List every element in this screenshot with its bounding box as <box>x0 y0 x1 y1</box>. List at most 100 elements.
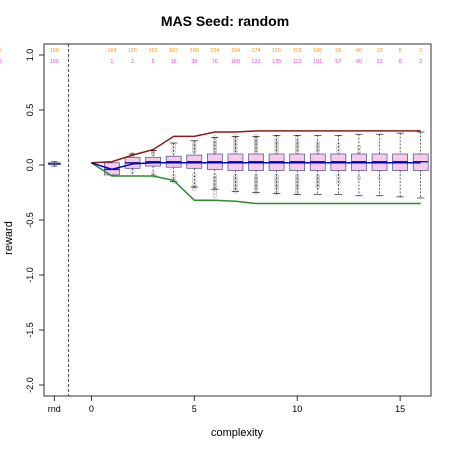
outlier-14-0 <box>377 176 382 181</box>
outlier-7-5 <box>233 138 238 143</box>
x-tick-label-2: 10 <box>292 404 302 414</box>
series-lines <box>90 130 421 205</box>
outlier-10-4 <box>295 140 300 146</box>
count-violet-3: 5 <box>152 59 155 65</box>
count-violet-1: 1 <box>110 59 113 65</box>
outlier-10-8 <box>295 176 300 181</box>
y-tick-label-6: 1.0 <box>25 49 35 62</box>
outlier-5-0 <box>192 149 197 154</box>
series-line-2 <box>91 162 421 171</box>
count-orange-4: 167 <box>169 48 178 54</box>
count-violet-13: 40 <box>356 59 362 65</box>
x-tick-label-3: 15 <box>395 404 405 414</box>
outlier-6-1 <box>212 147 217 152</box>
boxplots <box>47 131 429 199</box>
x-axis-title: complexity <box>211 427 263 439</box>
count-orange-17: 1 <box>0 48 2 54</box>
outlier-5-10 <box>192 187 197 192</box>
count-orange-11: 106 <box>313 48 322 54</box>
count-orange-8: 174 <box>251 48 260 54</box>
count-orange-16: 2 <box>419 48 422 54</box>
y-tick-label-1: -1.5 <box>25 322 35 338</box>
count-orange-9: 155 <box>272 48 281 54</box>
boxplot-random <box>47 161 61 167</box>
count-violet-12: 57 <box>335 59 341 65</box>
x-tick-label-random: rnd <box>48 404 61 414</box>
boxplot-5 <box>186 140 203 188</box>
series-line-0 <box>91 130 421 164</box>
outlier-7-2 <box>233 145 238 150</box>
count-violet-14: 23 <box>376 59 382 65</box>
count-violet-11: 101 <box>313 59 322 65</box>
outlier-7-0 <box>233 149 238 154</box>
count-orange-2: 165 <box>128 48 137 54</box>
outlier-11-8 <box>315 180 320 185</box>
x-tick-label-0: 0 <box>89 404 94 414</box>
count-violet-4: 16 <box>171 59 177 65</box>
x-tick-label-1: 5 <box>192 404 197 414</box>
outlier-5-3 <box>192 143 197 148</box>
outlier-7-11 <box>233 180 238 185</box>
outlier-11-6 <box>315 176 320 181</box>
y-tick-label-0: -2.0 <box>25 377 35 393</box>
outlier-9-2 <box>274 145 279 150</box>
chart-title: MAS Seed: random <box>161 13 289 29</box>
outlier-12-5 <box>336 180 341 185</box>
count-orange-5: 180 <box>190 48 199 54</box>
count-orange-6: 224 <box>210 48 219 54</box>
count-violet-0: 166 <box>50 59 59 65</box>
count-orange-7: 194 <box>231 48 240 54</box>
count-violet-9: 135 <box>272 59 281 65</box>
y-tick-label-5: 0.5 <box>25 104 35 117</box>
count-orange-1: 164 <box>107 48 116 54</box>
outlier-11-2 <box>315 145 320 150</box>
outlier-13-2 <box>356 176 362 181</box>
y-axis-title: reward <box>3 221 15 255</box>
count-orange-14: 23 <box>376 48 382 54</box>
outlier-7-14 <box>233 187 238 192</box>
series-line-1 <box>90 162 421 205</box>
outlier-10-10 <box>295 180 300 185</box>
outlier-10-14 <box>295 190 300 195</box>
outlier-8-9 <box>253 176 259 181</box>
count-orange-3: 161 <box>149 48 158 54</box>
outlier-6-11 <box>212 182 217 187</box>
count-violet-6: 76 <box>212 59 218 65</box>
outlier-8-5 <box>253 138 259 143</box>
outlier-8-2 <box>253 145 259 150</box>
count-orange-12: 58 <box>335 48 341 54</box>
count-orange-10: 118 <box>293 48 302 54</box>
y-tick-label-4: 0.0 <box>25 159 35 172</box>
count-orange-15: 8 <box>399 48 402 54</box>
outlier-9-4 <box>274 140 279 146</box>
outlier-6-3 <box>212 143 217 148</box>
outlier-9-14 <box>274 190 279 195</box>
count-violet-15: 8 <box>399 59 402 65</box>
count-violet-16: 2 <box>419 59 422 65</box>
count-violet-2: 2 <box>131 59 134 65</box>
count-violet-7: 109 <box>231 59 240 65</box>
count-violet-10: 112 <box>293 59 302 65</box>
outlier-6-15 <box>212 193 217 198</box>
outlier-6-9 <box>212 178 217 183</box>
outlier-8-0 <box>253 149 259 154</box>
outlier-8-11 <box>253 180 259 185</box>
boxplot-4 <box>165 142 182 182</box>
outlier-9-8 <box>274 176 279 181</box>
outlier-11-4 <box>315 140 320 146</box>
boxplot-6 <box>207 137 223 190</box>
count-orange-0: 166 <box>50 48 59 54</box>
y-tick-label-3: -0.5 <box>25 212 35 228</box>
count-violet-17: 1 <box>0 59 2 65</box>
y-tick-label-2: -1.0 <box>25 267 35 283</box>
count-labels: 166 164 165 161 167 180 224 194 174 155 118 106 58 40… <box>0 48 422 65</box>
count-orange-13: 40 <box>356 48 362 54</box>
outlier-10-2 <box>295 145 300 150</box>
outlier-9-10 <box>274 180 279 185</box>
count-violet-8: 123 <box>251 59 260 65</box>
count-violet-5: 39 <box>191 59 197 65</box>
outlier-7-9 <box>233 176 238 181</box>
